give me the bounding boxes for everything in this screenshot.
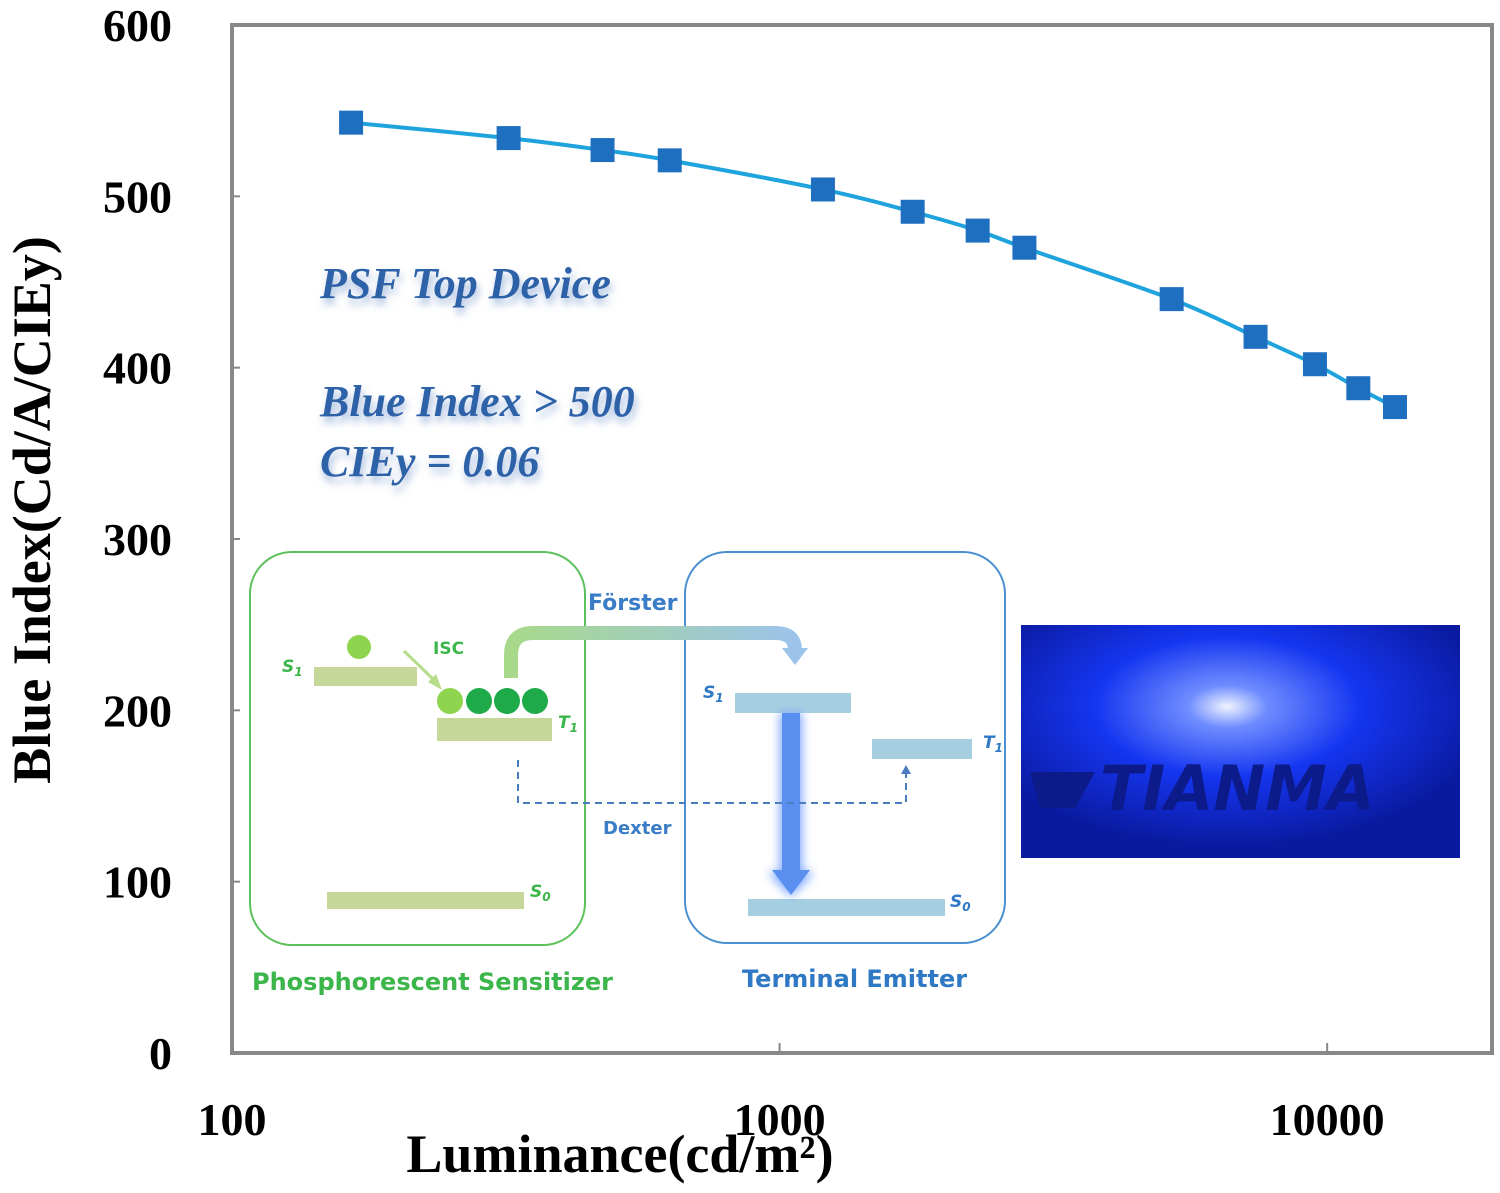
y-axis-label: Blue Index(Cd/A/CIEy) — [2, 236, 62, 784]
sensitizer-label: Phosphorescent Sensitizer — [252, 968, 613, 996]
logo-mark — [1030, 772, 1095, 808]
dexter-label: Dexter — [603, 818, 672, 839]
sensitizer-box — [249, 551, 586, 946]
series-line — [350, 120, 1396, 409]
x-tick-label: 1000 — [734, 1094, 826, 1145]
dexter-path — [517, 760, 907, 804]
isc-arrow-head — [428, 674, 442, 690]
forster-arrow-head — [782, 648, 808, 665]
level-sub: 0 — [542, 890, 550, 904]
level-sub: 1 — [995, 741, 1003, 755]
marker — [810, 177, 835, 202]
level-sub: 1 — [570, 721, 578, 735]
marker — [1243, 324, 1268, 349]
inset-diagram: Förster ISC Dexter Phosphorescent Sensit… — [249, 551, 1006, 996]
level-label: S0 — [530, 882, 551, 904]
device-photo: TIANMA — [1021, 625, 1460, 858]
marker — [1159, 287, 1184, 312]
level-label: S1 — [703, 683, 724, 705]
photo — [1021, 625, 1460, 858]
exciton — [466, 688, 492, 714]
dexter-arrow-head — [901, 765, 911, 774]
marker — [900, 199, 925, 224]
y-tick-label: 200 — [103, 685, 172, 736]
forster-arrow — [504, 626, 802, 678]
y-tick-label: 400 — [103, 343, 172, 394]
y-tick-label: 300 — [103, 514, 172, 565]
level-letter: T — [983, 733, 996, 753]
exciton — [494, 688, 520, 714]
level-bar — [327, 892, 524, 909]
level-label: T1 — [558, 713, 578, 735]
level-bar — [437, 718, 552, 741]
level-bar — [314, 667, 417, 686]
annotation: Blue Index > 500 — [319, 377, 635, 426]
x-axis-label: Luminance(cd/m²) — [406, 1124, 833, 1184]
marker — [965, 218, 990, 243]
marker — [496, 126, 521, 151]
exciton — [522, 688, 548, 714]
x-tick-label: 10000 — [1270, 1094, 1385, 1145]
y-tick-label: 0 — [149, 1028, 172, 1079]
emitter-box — [684, 551, 1006, 944]
marker — [1382, 395, 1407, 420]
photo-text: TIANMA — [1100, 752, 1375, 825]
annotations: PSF Top Device Blue Index > 500 CIEy = 0… — [319, 259, 635, 486]
level-letter: S — [282, 657, 294, 677]
y-tick-label: 500 — [103, 171, 172, 222]
exciton — [437, 688, 463, 714]
level-sub: 0 — [962, 900, 970, 914]
y-tick-label: 600 — [103, 0, 172, 51]
y-tick-label: 100 — [103, 857, 172, 908]
level-label: T1 — [983, 733, 1003, 755]
level-label: S0 — [950, 892, 971, 914]
forster-label: Förster — [588, 591, 678, 616]
marker — [657, 148, 682, 173]
level-letter: S — [530, 882, 542, 902]
level-letter: S — [703, 683, 715, 703]
level-sub: 1 — [294, 665, 302, 679]
emitter-label: Terminal Emitter — [742, 965, 967, 993]
level-bar — [748, 899, 945, 916]
level-letter: S — [950, 892, 962, 912]
level-sub: 1 — [715, 691, 723, 705]
marker — [1012, 235, 1037, 260]
isc-label: ISC — [433, 639, 464, 659]
level-letter: T — [558, 713, 571, 733]
level-bar — [735, 693, 851, 713]
level-label: S1 — [282, 657, 303, 679]
x-tick-label: 100 — [198, 1094, 267, 1145]
marker — [1346, 376, 1371, 401]
annotation: CIEy = 0.06 — [320, 437, 539, 486]
level-bar — [872, 739, 972, 759]
marker — [1302, 352, 1327, 377]
isc-arrow — [402, 649, 436, 682]
annotation: PSF Top Device — [319, 259, 611, 308]
marker — [339, 110, 364, 135]
marker — [590, 138, 615, 163]
exciton — [347, 635, 371, 659]
